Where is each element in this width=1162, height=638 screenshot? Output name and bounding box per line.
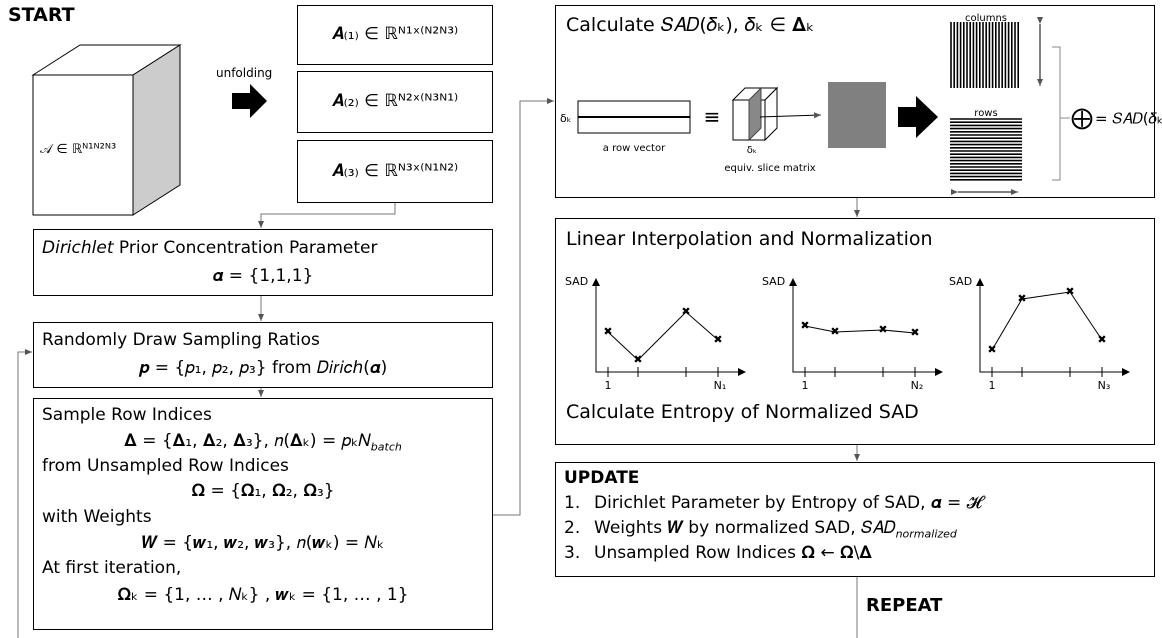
start-label: START [8, 4, 75, 26]
arrowhead [1122, 368, 1130, 376]
point: ✖ [1097, 333, 1106, 346]
update-box: UPDATE 1. Dirichlet Parameter by Entropy … [555, 462, 1155, 577]
item-num: 1. [564, 493, 581, 513]
arrowhead [976, 278, 984, 286]
sample-title: Sample Row Indices [42, 405, 212, 425]
point: ✖ [878, 323, 887, 336]
y-label: SAD [565, 275, 588, 288]
point: ✖ [987, 343, 996, 356]
prior-title: Dirichlet Prior Concentration Parameter [42, 238, 377, 258]
y-label: SAD [949, 275, 972, 288]
formula-main: 𝚫 = {𝚫₁, 𝚫₂, 𝚫₃}, 𝑛(𝚫ₖ) = 𝑝ₖ𝑁 [124, 431, 371, 451]
point: ✖ [603, 325, 612, 338]
x-label: N₁ [714, 379, 727, 392]
delta-label: δₖ [560, 112, 571, 125]
prior-em: Dirichlet [42, 238, 114, 258]
axis [979, 282, 1126, 373]
point: ✖ [830, 325, 839, 338]
point: ✖ [681, 305, 690, 318]
interp-title: Linear Interpolation and Normalization [566, 228, 933, 250]
item-sub: normalized [895, 527, 957, 541]
formula: 𝑨₍₂₎ ∈ ℝᴺ²ˣ⁽ᴺ³ᴺ¹⁾ [331, 91, 459, 111]
item-text: Weights 𝑾 by normalized SAD, 𝑆𝐴𝐷 [594, 518, 896, 538]
sketch-line [804, 325, 916, 334]
x-label: 1 [802, 379, 809, 392]
draw-title: Randomly Draw Sampling Ratios [42, 330, 320, 350]
rows-label: rows [974, 108, 997, 119]
arrowhead [789, 278, 797, 286]
x-label: 1 [605, 379, 612, 392]
unfold-box: 𝑨₍₁₎ ∈ ℝᴺ¹ˣ⁽ᴺ²ᴺ³⁾ [297, 5, 493, 65]
x-label: N₂ [911, 379, 924, 392]
draw-box: Randomly Draw Sampling Ratios 𝒑 = {𝑝₁, 𝑝… [33, 322, 493, 388]
sad-result: = 𝑆𝐴𝐷(𝛿ₖ) [1095, 110, 1162, 128]
update-item: 1. Dirichlet Parameter by Entropy of SAD,… [564, 493, 982, 513]
formula: 𝑾 = {𝒘₁, 𝒘₂, 𝒘₃}, 𝑛(𝒘ₖ) = 𝑁ₖ [141, 533, 385, 553]
point: ✖ [1017, 292, 1026, 305]
repeat-label: REPEAT [866, 595, 943, 616]
sketch-line [607, 311, 719, 361]
text: with Weights [42, 507, 152, 527]
point: ✖ [800, 319, 809, 332]
item-text: Dirichlet Parameter by Entropy of SAD, 𝜶… [594, 493, 983, 513]
point: ✖ [1065, 285, 1074, 298]
formula: 𝑨₍₃₎ ∈ ℝᴺ³ˣ⁽ᴺ¹ᴺ²⁾ [331, 161, 459, 181]
prior-box: Dirichlet Prior Concentration Parameter … [33, 229, 493, 296]
formula: 𝒑 = {𝑝₁, 𝑝₂, 𝑝₃} from 𝐷𝑖𝑟𝑖𝑐ℎ(𝜶) [138, 358, 388, 378]
formula: 𝛀 = {𝛀₁, 𝛀₂, 𝛀₃} [191, 481, 335, 501]
axis [595, 282, 742, 373]
slice-label: equiv. slice matrix [724, 163, 815, 174]
item-num: 3. [564, 543, 581, 563]
formula: 𝜶 = {1,1,1} [212, 266, 314, 286]
formula-sub: batch [370, 440, 402, 454]
axis [792, 282, 939, 373]
sample-box: Sample Row Indices 𝚫 = {𝚫₁, 𝚫₂, 𝚫₃}, 𝑛(𝚫… [33, 398, 493, 630]
text: from Unsampled Row Indices [42, 456, 289, 476]
x-label: 1 [989, 379, 996, 392]
row-vector-label: a row vector [603, 143, 666, 154]
item-num: 2. [564, 518, 581, 538]
point: ✖ [910, 326, 919, 339]
cube-label: 𝒜 ∈ ℝᴺ¹ᴺ²ᴺ³ [40, 142, 117, 157]
x-label: N₃ [1098, 379, 1111, 392]
arrowhead [592, 278, 600, 286]
update-item: 2. Weights 𝑾 by normalized SAD, 𝑆𝐴𝐷normal… [564, 518, 957, 540]
columns-label: columns [965, 13, 1007, 24]
interp-footer: Calculate Entropy of Normalized SAD [566, 401, 919, 423]
update-title: UPDATE [564, 468, 640, 488]
calc-title: Calculate 𝑆𝐴𝐷(𝛿ₖ), 𝛿ₖ ∈ 𝚫ₖ [566, 14, 815, 36]
prior-text: Prior Concentration Parameter [113, 238, 378, 258]
point: ✖ [713, 333, 722, 346]
delta-label: δₖ [747, 145, 757, 156]
unfold-box: 𝑨₍₂₎ ∈ ℝᴺ²ˣ⁽ᴺ³ᴺ¹⁾ [297, 71, 493, 133]
unfolding-label: unfolding [216, 66, 273, 80]
unfold-box: 𝑨₍₃₎ ∈ ℝᴺ³ˣ⁽ᴺ¹ᴺ²⁾ [297, 140, 493, 203]
y-label: SAD [762, 275, 785, 288]
oplus: ⨁ [1071, 106, 1093, 131]
arrowhead [935, 368, 943, 376]
equiv-sign: ≡ [704, 105, 721, 129]
arrowhead [738, 368, 746, 376]
sketch-line [991, 291, 1103, 351]
formula: 𝛀ₖ = {1, … , 𝑁ₖ} , 𝒘ₖ = {1, … , 1} [117, 585, 409, 605]
text: At first iteration, [42, 558, 182, 578]
formula: 𝑨₍₁₎ ∈ ℝᴺ¹ˣ⁽ᴺ²ᴺ³⁾ [331, 24, 459, 44]
update-item: 3. Unsampled Row Indices 𝛀 ← 𝛀\𝚫 [564, 543, 872, 563]
point: ✖ [633, 353, 642, 366]
item-text: Unsampled Row Indices 𝛀 ← 𝛀\𝚫 [594, 543, 872, 563]
formula: 𝚫 = {𝚫₁, 𝚫₂, 𝚫₃}, 𝑛(𝚫ₖ) = 𝑝ₖ𝑁batch [34, 431, 492, 453]
